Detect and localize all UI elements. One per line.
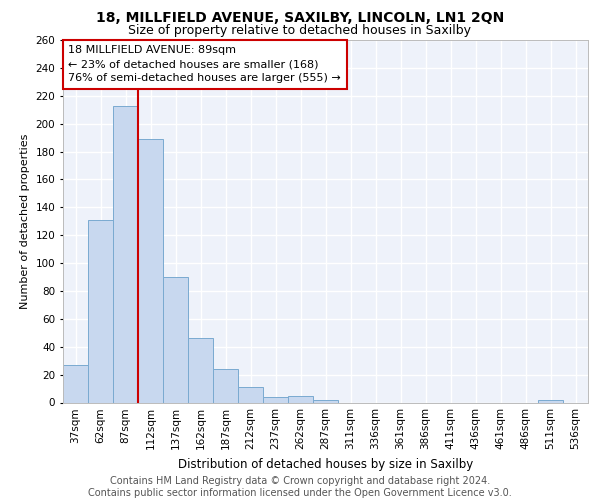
Bar bbox=[63, 365, 88, 403]
Bar bbox=[263, 397, 288, 402]
Bar bbox=[88, 220, 113, 402]
Bar bbox=[538, 400, 563, 402]
Text: Size of property relative to detached houses in Saxilby: Size of property relative to detached ho… bbox=[128, 24, 472, 37]
Bar bbox=[188, 338, 213, 402]
Text: 18, MILLFIELD AVENUE, SAXILBY, LINCOLN, LN1 2QN: 18, MILLFIELD AVENUE, SAXILBY, LINCOLN, … bbox=[96, 11, 504, 25]
Text: 18 MILLFIELD AVENUE: 89sqm
← 23% of detached houses are smaller (168)
76% of sem: 18 MILLFIELD AVENUE: 89sqm ← 23% of deta… bbox=[68, 46, 341, 84]
Text: Contains HM Land Registry data © Crown copyright and database right 2024.
Contai: Contains HM Land Registry data © Crown c… bbox=[88, 476, 512, 498]
Bar bbox=[138, 139, 163, 402]
Bar bbox=[163, 277, 188, 402]
X-axis label: Distribution of detached houses by size in Saxilby: Distribution of detached houses by size … bbox=[178, 458, 473, 471]
Bar bbox=[113, 106, 138, 403]
Bar bbox=[288, 396, 313, 402]
Y-axis label: Number of detached properties: Number of detached properties bbox=[20, 134, 30, 309]
Bar bbox=[313, 400, 338, 402]
Bar bbox=[238, 387, 263, 402]
Bar bbox=[213, 369, 238, 402]
